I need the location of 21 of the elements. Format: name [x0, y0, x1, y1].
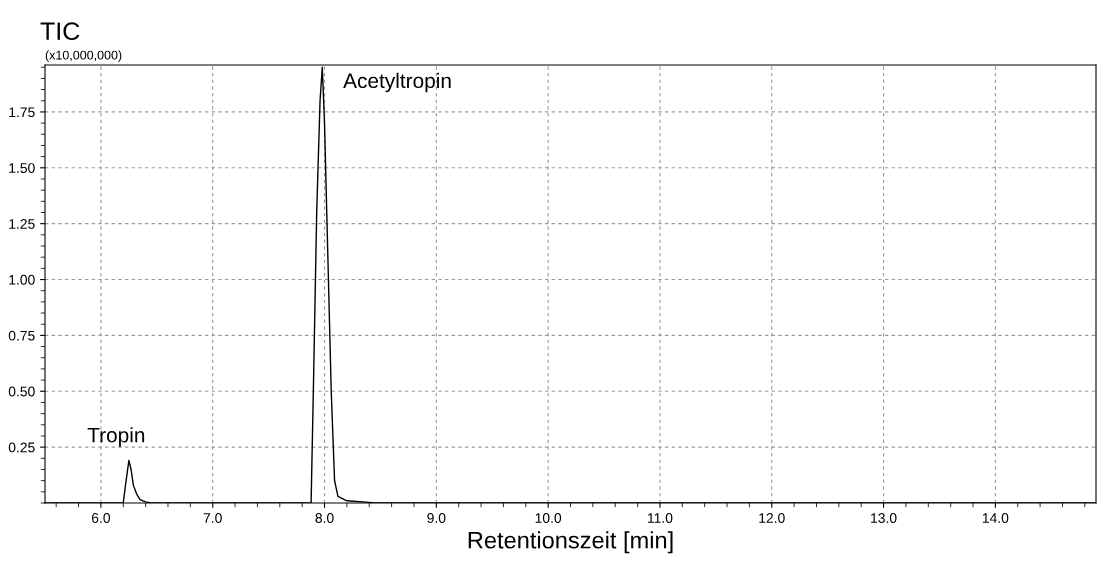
y-tick-label: 0.75: [8, 330, 35, 341]
y-tick-label: 0.50: [8, 386, 35, 397]
x-tick-label: 13.0: [871, 513, 897, 523]
y-tick-label: 0.25: [8, 442, 35, 453]
x-tick-label: 8.0: [315, 513, 334, 523]
y-tick-label: 1.25: [9, 219, 35, 229]
x-axis-title: Retentionszeit [min]: [468, 531, 673, 554]
x-tick-label: 12.0: [759, 513, 785, 523]
y-tick-label: 1.00: [9, 274, 35, 285]
annotation: Acetyltropin: [343, 72, 451, 93]
y-axis-title: (x10,000,000): [45, 50, 122, 62]
y-tick-label: 1.50: [9, 163, 35, 173]
chart-title: TIC: [40, 22, 80, 41]
x-tick-label: 14.0: [982, 513, 1009, 523]
x-tick-label: 7.0: [203, 513, 222, 523]
y-tick-label: 1.75: [9, 107, 35, 118]
x-tick-label: 6.0: [91, 513, 111, 523]
annotation: Tropin: [87, 427, 145, 447]
x-tick-label: 9.0: [427, 513, 446, 523]
x-tick-label: 11.0: [648, 513, 673, 523]
x-tick-label: 10.0: [535, 513, 562, 523]
